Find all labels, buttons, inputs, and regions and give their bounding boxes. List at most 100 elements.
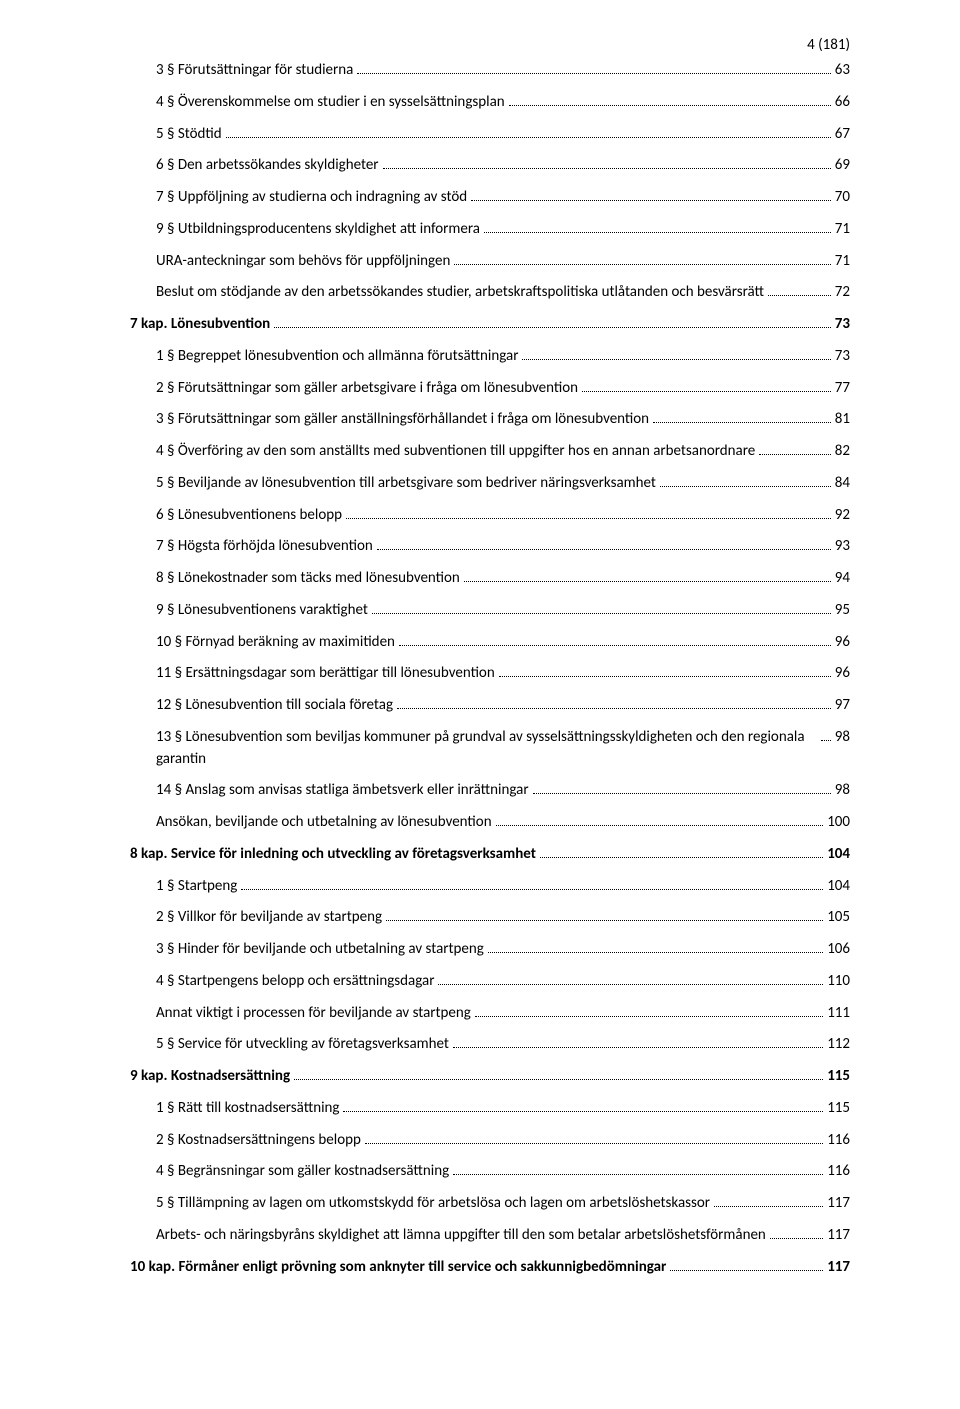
toc-entry[interactable]: 14 § Anslag som anvisas statliga ämbetsv… — [130, 780, 850, 802]
toc-entry[interactable]: 5 § Stödtid67 — [130, 124, 850, 146]
toc-dots — [499, 676, 831, 677]
toc-dots — [454, 264, 830, 265]
toc-entry-page: 97 — [835, 695, 850, 717]
toc-entry-text: 10 § Förnyad beräkning av maximitiden — [156, 632, 395, 654]
toc-entry-text: 7 § Uppföljning av studierna och indragn… — [156, 187, 467, 209]
toc-entry[interactable]: 4 § Begränsningar som gäller kostnadsers… — [130, 1161, 850, 1183]
toc-entry-page: 77 — [835, 378, 850, 400]
toc-entry-text: 7 kap. Lönesubvention — [130, 314, 270, 336]
toc-entry-text: 6 § Den arbetssökandes skyldigheter — [156, 155, 379, 177]
toc-entry[interactable]: 10 § Förnyad beräkning av maximitiden 96 — [130, 632, 850, 654]
toc-entry-text: URA-anteckningar som behövs för uppföljn… — [156, 251, 450, 273]
toc-entry[interactable]: 8 § Lönekostnader som täcks med lönesubv… — [130, 568, 850, 590]
toc-entry-page: 95 — [835, 600, 850, 622]
toc-dots — [533, 793, 831, 794]
toc-entry-text: 6 § Lönesubventionens belopp — [156, 505, 342, 527]
toc-entry[interactable]: 6 § Den arbetssökandes skyldigheter69 — [130, 155, 850, 177]
toc-dots — [372, 613, 831, 614]
toc-entry-text: 2 § Kostnadsersättningens belopp — [156, 1130, 361, 1152]
toc-entry[interactable]: 5 § Beviljande av lönesubvention till ar… — [130, 473, 850, 495]
toc-entry[interactable]: 5 § Tillämpning av lagen om utkomstskydd… — [130, 1193, 850, 1215]
toc-entry[interactable]: 2 § Kostnadsersättningens belopp116 — [130, 1130, 850, 1152]
toc-entry[interactable]: 5 § Service för utveckling av företagsve… — [130, 1034, 850, 1056]
toc-entry[interactable]: 2 § Villkor för beviljande av startpeng1… — [130, 907, 850, 929]
toc-entry[interactable]: 9 § Lönesubventionens varaktighet95 — [130, 600, 850, 622]
toc-entry[interactable]: Annat viktigt i processen för beviljande… — [130, 1003, 850, 1025]
toc-dots — [670, 1270, 823, 1271]
toc-entry[interactable]: 4 § Överenskommelse om studier i en syss… — [130, 92, 850, 114]
toc-entry-page: 115 — [827, 1098, 850, 1120]
toc-entry-text: 11 § Ersättningsdagar som berättigar til… — [156, 663, 495, 685]
toc-dots — [471, 200, 831, 201]
toc-entry[interactable]: 6 § Lönesubventionens belopp 92 — [130, 505, 850, 527]
toc-entry-text: 2 § Villkor för beviljande av startpeng — [156, 907, 382, 929]
toc-entry-page: 81 — [835, 409, 850, 431]
toc-entry-page: 98 — [835, 727, 850, 749]
toc-entry[interactable]: 4 § Startpengens belopp och ersättningsd… — [130, 971, 850, 993]
toc-entry-text: 4 § Begränsningar som gäller kostnadsers… — [156, 1161, 449, 1183]
toc-dots — [226, 137, 831, 138]
toc-dots — [522, 359, 830, 360]
toc-dots — [453, 1047, 823, 1048]
toc-entry[interactable]: 4 § Överföring av den som anställts med … — [130, 441, 850, 463]
toc-dots — [759, 454, 831, 455]
toc-entry-text: 1 § Begreppet lönesubvention och allmänn… — [156, 346, 518, 368]
toc-entry[interactable]: 1 § Startpeng104 — [130, 876, 850, 898]
toc-dots — [357, 73, 830, 74]
toc-dots — [343, 1111, 823, 1112]
toc-entry-text: 5 § Beviljande av lönesubvention till ar… — [156, 473, 656, 495]
toc-dots — [821, 740, 831, 741]
toc-dots — [582, 391, 831, 392]
toc-entry-page: 100 — [827, 812, 850, 834]
toc-dots — [383, 168, 831, 169]
toc-entry-text: Beslut om stödjande av den arbetssökande… — [156, 282, 764, 304]
toc-entry-text: 9 kap. Kostnadsersättning — [130, 1066, 290, 1088]
toc-entry-text: 5 § Service för utveckling av företagsve… — [156, 1034, 449, 1056]
toc-entry-text: 3 § Förutsättningar som gäller anställni… — [156, 409, 649, 431]
toc-dots — [377, 549, 831, 550]
toc-entry-page: 104 — [827, 876, 850, 898]
toc-entry[interactable]: 1 § Begreppet lönesubvention och allmänn… — [130, 346, 850, 368]
toc-dots — [241, 889, 823, 890]
toc-entry[interactable]: 10 kap. Förmåner enligt prövning som ank… — [130, 1257, 850, 1279]
toc-entry-text: 9 § Utbildningsproducentens skyldighet a… — [156, 219, 480, 241]
toc-entry[interactable]: 3 § Förutsättningar som gäller anställni… — [130, 409, 850, 431]
toc-dots — [464, 581, 831, 582]
toc-dots — [365, 1143, 823, 1144]
toc-entry-text: 3 § Hinder för beviljande och utbetalnin… — [156, 939, 484, 961]
toc-entry-text: 1 § Rätt till kostnadsersättning — [156, 1098, 339, 1120]
toc-entry[interactable]: 11 § Ersättningsdagar som berättigar til… — [130, 663, 850, 685]
toc-entry[interactable]: 7 kap. Lönesubvention 73 — [130, 314, 850, 336]
toc-entry-page: 92 — [835, 505, 850, 527]
toc-entry[interactable]: Ansökan, beviljande och utbetalning av l… — [130, 812, 850, 834]
toc-entry-page: 72 — [835, 282, 850, 304]
toc-dots — [438, 984, 823, 985]
toc-entry-page: 106 — [827, 939, 850, 961]
toc-entry[interactable]: Beslut om stödjande av den arbetssökande… — [130, 282, 850, 304]
toc-entry-text: 3 § Förutsättningar för studierna — [156, 60, 353, 82]
toc-entry[interactable]: 7 § Högsta förhöjda lönesubvention93 — [130, 536, 850, 558]
toc-entry[interactable]: 1 § Rätt till kostnadsersättning 115 — [130, 1098, 850, 1120]
toc-entry[interactable]: 8 kap. Service för inledning och utveckl… — [130, 844, 850, 866]
toc-entry-page: 104 — [827, 844, 850, 866]
toc-entry[interactable]: 2 § Förutsättningar som gäller arbetsgiv… — [130, 378, 850, 400]
toc-entry[interactable]: 12 § Lönesubvention till sociala företag… — [130, 695, 850, 717]
page-container: 4 (181) 3 § Förutsättningar för studiern… — [0, 0, 960, 1409]
toc-entry[interactable]: 9 § Utbildningsproducentens skyldighet a… — [130, 219, 850, 241]
toc-entry-text: Arbets- och näringsbyråns skyldighet att… — [156, 1225, 766, 1247]
toc-entry[interactable]: Arbets- och näringsbyråns skyldighet att… — [130, 1225, 850, 1247]
toc-entry-text: 14 § Anslag som anvisas statliga ämbetsv… — [156, 780, 529, 802]
toc-entry[interactable]: 13 § Lönesubvention som beviljas kommune… — [130, 727, 850, 771]
toc-entry[interactable]: 3 § Hinder för beviljande och utbetalnin… — [130, 939, 850, 961]
toc-entry[interactable]: 9 kap. Kostnadsersättning115 — [130, 1066, 850, 1088]
toc-entry[interactable]: 3 § Förutsättningar för studierna63 — [130, 60, 850, 82]
toc-entry-text: 4 § Överenskommelse om studier i en syss… — [156, 92, 505, 114]
toc-entry-page: 112 — [827, 1034, 850, 1056]
toc-dots — [496, 825, 824, 826]
toc-entry-page: 82 — [835, 441, 850, 463]
toc-entry-page: 73 — [835, 314, 850, 336]
toc-dots — [488, 952, 823, 953]
toc-entry[interactable]: URA-anteckningar som behövs för uppföljn… — [130, 251, 850, 273]
toc-entry[interactable]: 7 § Uppföljning av studierna och indragn… — [130, 187, 850, 209]
toc-entry-page: 96 — [835, 632, 850, 654]
